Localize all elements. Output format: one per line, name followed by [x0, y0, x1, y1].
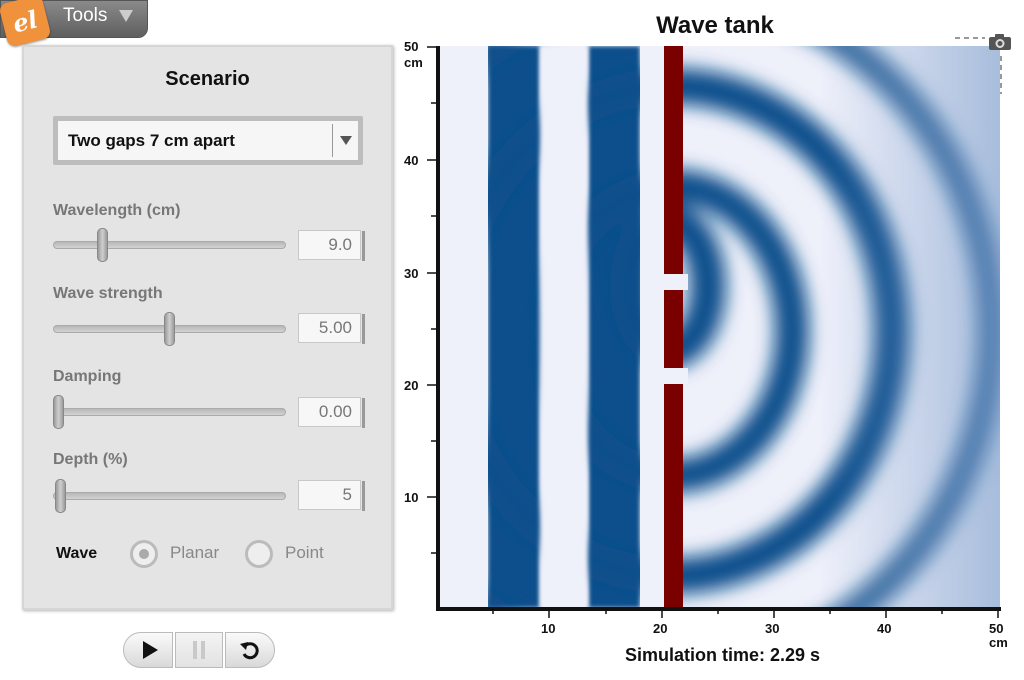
tools-label: Tools [63, 5, 108, 26]
pause-icon [193, 641, 205, 659]
damping-value[interactable]: 0.00 [298, 397, 365, 428]
x-axis-ticks [492, 608, 999, 618]
scenario-panel: Scenario Two gaps 7 cm apart Wavelength … [22, 45, 393, 610]
damping-slider-thumb[interactable] [53, 395, 64, 429]
wavelength-value[interactable]: 9.0 [298, 230, 365, 261]
wave-type-label: Wave [56, 545, 98, 562]
pause-button[interactable] [175, 632, 223, 668]
scenario-dropdown[interactable]: Two gaps 7 cm apart [53, 116, 363, 165]
wave-tank-canvas[interactable] [440, 46, 1000, 608]
y-unit-label: cm [404, 55, 423, 70]
x-tick-label: 30 [765, 621, 780, 636]
planar-label[interactable]: Planar [170, 543, 220, 562]
planar-radio[interactable] [130, 540, 158, 568]
playback-controls [123, 632, 275, 670]
play-button[interactable] [123, 632, 173, 668]
el-logo: el [0, 0, 52, 48]
wave-strength-value[interactable]: 5.00 [298, 313, 365, 344]
y-tick-label: 50 [404, 39, 419, 54]
chevron-down-icon [119, 10, 133, 22]
x-tick-label: 10 [541, 621, 556, 636]
y-tick-label: 10 [404, 490, 419, 505]
y-tick-label: 20 [404, 378, 419, 393]
scenario-selected: Two gaps 7 cm apart [68, 131, 235, 150]
play-icon [142, 641, 158, 659]
x-tick-label: 50 [989, 621, 1004, 636]
point-radio[interactable] [245, 540, 273, 568]
depth-slider-thumb[interactable] [55, 479, 67, 513]
y-axis [436, 46, 440, 611]
simulation-time: Simulation time: 2.29 s [624, 645, 821, 665]
wavelength-label: Wavelength (cm) [53, 202, 181, 219]
y-tick-label: 30 [404, 266, 419, 281]
chevron-down-icon[interactable] [340, 136, 352, 145]
wavelength-slider-thumb[interactable] [97, 228, 109, 262]
reset-button[interactable] [225, 632, 275, 668]
tools-menu[interactable]: el Tools [0, 0, 148, 48]
wavelength-slider-track[interactable] [53, 241, 286, 249]
x-tick-label: 40 [877, 621, 892, 636]
barrier [664, 46, 683, 274]
y-axis-ticks [427, 46, 437, 554]
damping-label: Damping [53, 368, 122, 385]
reset-icon [240, 642, 259, 660]
wave-strength-slider-thumb[interactable] [164, 312, 175, 346]
depth-slider-track[interactable] [53, 492, 286, 500]
depth-label: Depth (%) [53, 451, 128, 468]
depth-value[interactable]: 5 [298, 480, 365, 511]
y-tick-label: 40 [404, 153, 419, 168]
camera-frame-marker [955, 37, 1002, 94]
panel-title: Scenario [165, 68, 250, 90]
tank-title: Wave tank [656, 12, 774, 39]
wave-strength-label: Wave strength [53, 285, 163, 302]
camera-icon[interactable] [988, 33, 1012, 51]
damping-slider-track[interactable] [53, 408, 286, 416]
x-tick-label: 20 [653, 621, 668, 636]
point-label[interactable]: Point [285, 543, 324, 562]
x-unit-label: cm [989, 635, 1008, 650]
